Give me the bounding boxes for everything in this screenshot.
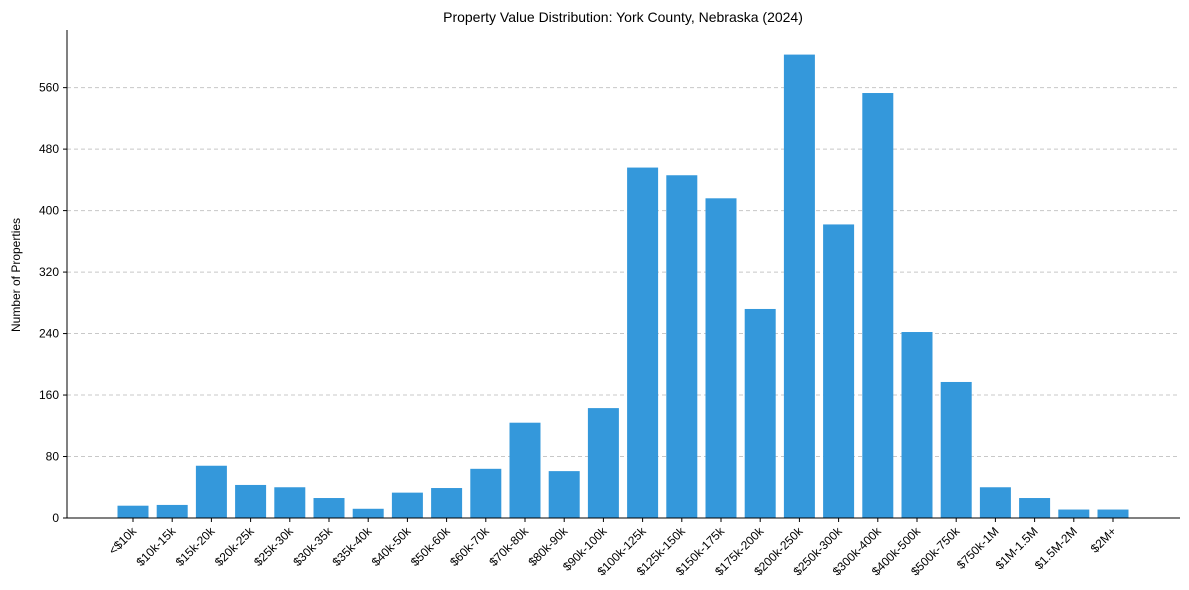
bar <box>1019 498 1051 518</box>
x-tick-label: $10k-15k <box>134 524 180 570</box>
y-tick-label: 160 <box>39 388 59 402</box>
bar <box>117 505 149 518</box>
bar <box>627 167 659 519</box>
bar <box>823 224 855 518</box>
x-tick-label: $1.5M-2M <box>1032 524 1080 572</box>
bar <box>548 471 580 518</box>
chart-title: Property Value Distribution: York County… <box>443 9 803 25</box>
bar <box>195 465 227 518</box>
bar <box>705 198 737 518</box>
y-tick-label: 320 <box>39 265 59 279</box>
x-tick-label: $2M+ <box>1088 524 1119 555</box>
bar <box>979 487 1011 518</box>
bar <box>901 332 933 518</box>
x-tick-label: $50k-60k <box>408 524 454 570</box>
x-tick-label: <$10k <box>106 524 140 558</box>
x-tick-label: $30k-35k <box>290 524 336 570</box>
x-tick-label: $60k-70k <box>447 524 493 570</box>
y-axis-label: Number of Properties <box>9 218 23 332</box>
bar <box>235 484 267 518</box>
grid-lines <box>67 87 1180 458</box>
y-tick-label: 400 <box>39 204 59 218</box>
x-tick-label: $35k-40k <box>330 524 376 570</box>
bar <box>391 492 423 518</box>
bar <box>470 468 502 518</box>
x-tick-label: $20k-25k <box>212 524 258 570</box>
bar <box>1058 509 1090 518</box>
y-tick-label: 480 <box>39 142 59 156</box>
bar <box>1097 509 1129 518</box>
x-tick-label: $70k-80k <box>486 524 532 570</box>
bar <box>156 504 188 518</box>
bars <box>117 54 1129 519</box>
x-tick-label: $25k-30k <box>251 524 297 570</box>
y-tick-label: 240 <box>39 327 59 341</box>
bar <box>352 508 384 518</box>
bar <box>313 498 345 518</box>
y-tick-label: 0 <box>52 511 59 525</box>
bar <box>666 175 698 518</box>
x-tick-label: $15k-20k <box>173 524 219 570</box>
x-ticks: <$10k$10k-15k$15k-20k$20k-25k$25k-30k$30… <box>106 518 1119 578</box>
y-tick-label: 560 <box>39 81 59 95</box>
bar <box>862 93 894 518</box>
bar <box>274 487 306 518</box>
y-tick-label: 80 <box>46 450 60 464</box>
bar <box>783 54 815 518</box>
axes <box>66 30 1180 519</box>
bar <box>587 408 619 518</box>
x-tick-label: $40k-50k <box>369 524 415 570</box>
bar <box>940 381 972 518</box>
bar <box>744 308 776 518</box>
bar <box>431 488 463 518</box>
y-ticks: 0 80 160 240 320 400 480 560 <box>39 81 67 525</box>
bar <box>509 422 541 518</box>
